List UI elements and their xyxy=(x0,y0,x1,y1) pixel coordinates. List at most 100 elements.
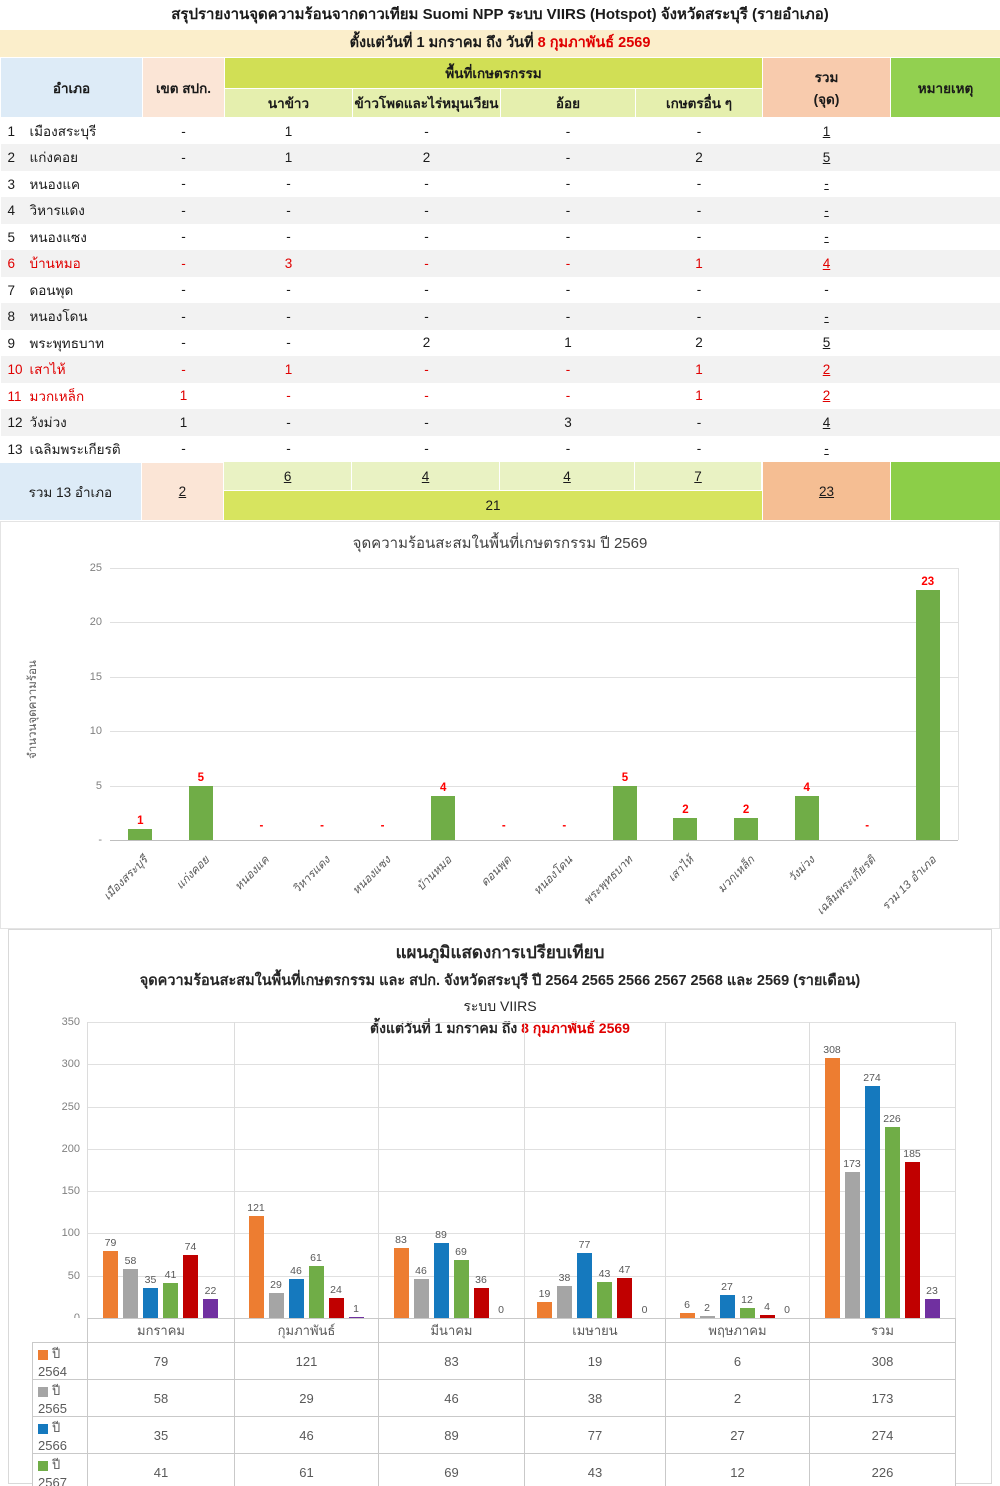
corn-value-cell: - xyxy=(352,409,501,436)
bar xyxy=(308,1266,324,1318)
chart2-data-table: มกราคม กุมภาพันธ์ มีนาคม เมษายน พฤษภาคม รวม ปี… xyxy=(32,1318,956,1486)
x-axis-label: แก่งคอย xyxy=(173,854,212,892)
bar-value-label: 226 xyxy=(883,1113,901,1125)
bar xyxy=(537,1302,552,1318)
chart2-period-highlight: 8 กุมภาพันธ์ 2569 xyxy=(521,1020,630,1036)
bar-value-label: 0 xyxy=(784,1304,790,1316)
data-table-series-row: ปี 2566 35 46 89 77 27 274 xyxy=(32,1416,956,1454)
data-table-value-cell: 89 xyxy=(378,1416,525,1454)
report-period-highlight: 8 กุมภาพันธ์ 2569 xyxy=(537,35,651,51)
total-value-cell: - xyxy=(824,176,829,192)
bar-value-label: 5 xyxy=(621,772,629,784)
data-table-value-cell: 35 xyxy=(87,1416,235,1454)
data-table-value-cell: 43 xyxy=(524,1453,666,1486)
gridline xyxy=(87,1149,955,1150)
remark-cell xyxy=(890,144,1000,171)
other-value-cell: - xyxy=(635,409,763,436)
rice-value-cell: 1 xyxy=(224,144,353,171)
bar-wrapper: 12 xyxy=(739,1295,755,1318)
bar xyxy=(699,1316,715,1318)
rice-value-cell: 3 xyxy=(224,250,353,277)
data-table-value-cell: 27 xyxy=(665,1416,810,1454)
bar xyxy=(393,1248,409,1318)
bar-value-label: 6 xyxy=(684,1299,690,1311)
bar-value-label: 74 xyxy=(184,1241,197,1253)
chart2-period: ตั้งแต่วันที่ 1 มกราคม ถึง 8 กุมภาพันธ์ … xyxy=(0,1018,1000,1040)
district-name-cell: 5 หนองแซง xyxy=(7,229,87,245)
gridline xyxy=(110,568,958,569)
report-period-prefix: ตั้งแต่วันที่ 1 มกราคม ถึง วันที่ xyxy=(349,35,538,51)
hotspot-summary-table: อำเภอ เขต สปก. พื้นที่เกษตรกรรม รวม (จุด… xyxy=(0,57,1000,462)
bar-value-label: 4 xyxy=(439,782,447,794)
bar-wrapper: 46 xyxy=(413,1266,429,1318)
chart1-category-slot: - xyxy=(473,568,534,840)
x-label-slot: ดอนพุด xyxy=(473,846,534,924)
chart2-subtitle: จุดความร้อนสะสมในพื้นที่เกษตรกรรม และ สป… xyxy=(139,973,861,989)
rice-value-cell: 1 xyxy=(284,123,293,139)
spk-value-cell: - xyxy=(142,356,225,383)
x-label-slot: พระพุทธบาท xyxy=(582,846,656,924)
bar xyxy=(188,786,213,840)
data-table-value-cell: 12 xyxy=(665,1453,810,1486)
district-row: 12 วังม่วง 1- -3-4 xyxy=(0,409,1000,436)
total-value-cell: 1 xyxy=(822,123,831,139)
rice-value-cell: - xyxy=(224,303,353,330)
x-axis-line xyxy=(110,840,958,841)
chart2-month-group: 79 58 35 41 74 22 xyxy=(87,1022,234,1318)
spk-value-cell: - xyxy=(142,250,225,277)
chart2-title: แผนภูมิแสดงการเปรียบเทียบ xyxy=(395,943,605,962)
bar-wrapper: 61 xyxy=(308,1253,324,1318)
chart1-category-slot: 5 xyxy=(595,568,656,840)
other-value-cell: 1 xyxy=(635,250,763,277)
bar-wrapper: 83 xyxy=(393,1235,409,1318)
data-table-value-cell: 46 xyxy=(378,1379,525,1417)
bar-value-label: 5 xyxy=(197,772,205,784)
bar xyxy=(128,829,153,840)
bar-wrapper: 1 xyxy=(348,1303,364,1318)
x-label-slot: เมืองสระบุรี xyxy=(102,846,171,924)
x-label-slot: หนองโดน xyxy=(531,846,595,924)
cane-value-cell: - xyxy=(565,229,571,245)
bar-value-label: 24 xyxy=(330,1284,342,1296)
district-row: 6 บ้านหมอ -3- -1 4 xyxy=(0,250,1000,277)
bar-value-label: 1 xyxy=(353,1303,359,1315)
district-row: 7 ดอนพุด - - - - - - xyxy=(1,277,1000,304)
bar-wrapper: 77 xyxy=(577,1240,592,1318)
other-value-cell: - xyxy=(635,197,763,224)
rice-value-cell: - xyxy=(286,176,291,192)
bar xyxy=(557,1286,572,1318)
total-value-cell: - xyxy=(824,229,829,245)
spk-value-cell: - xyxy=(181,123,186,139)
spk-value-cell: - xyxy=(181,176,186,192)
bar xyxy=(915,590,940,840)
bar xyxy=(431,796,456,840)
data-table-value-cell: 308 xyxy=(809,1342,956,1380)
col-header-rice: นาข้าว xyxy=(224,88,353,118)
x-label-slot: หนองแค xyxy=(231,846,292,924)
legend-label: ปี 2566 xyxy=(38,1420,67,1453)
legend-swatch xyxy=(38,1423,48,1434)
spk-value-cell: - xyxy=(142,197,225,224)
x-label-slot: เสาไห้ xyxy=(655,846,716,924)
bar-value-label: 4 xyxy=(803,782,810,794)
bar-value-label: 121 xyxy=(247,1202,265,1214)
chart1-category-slot: 2 xyxy=(716,568,777,840)
col-header-agri-group: พื้นที่เกษตรกรรม xyxy=(224,57,763,89)
report-subtitle: ตั้งแต่วันที่ 1 มกราคม ถึง วันที่ 8 กุมภ… xyxy=(0,30,1000,57)
x-axis-label: วังม่วง xyxy=(786,854,818,886)
total-value-cell: - xyxy=(824,441,829,457)
data-table-value-cell: 41 xyxy=(87,1453,235,1486)
bar-value-label: 89 xyxy=(435,1229,447,1241)
corn-value-cell: - xyxy=(352,197,501,224)
x-axis-label: ดอนพุด xyxy=(479,854,515,889)
bar-value-label: - xyxy=(562,820,567,832)
district-row: 8 หนองโดน - - - - - - xyxy=(0,303,1000,330)
data-table-value-cell: 121 xyxy=(234,1342,379,1380)
remark-cell xyxy=(890,409,1000,436)
spk-value-cell: 1 xyxy=(179,388,188,404)
col-header-spk: เขต สปก. xyxy=(142,57,225,118)
spk-value-cell: - xyxy=(142,144,225,171)
bar xyxy=(577,1253,592,1318)
bar xyxy=(719,1295,735,1318)
bar-value-label: 38 xyxy=(558,1272,571,1284)
